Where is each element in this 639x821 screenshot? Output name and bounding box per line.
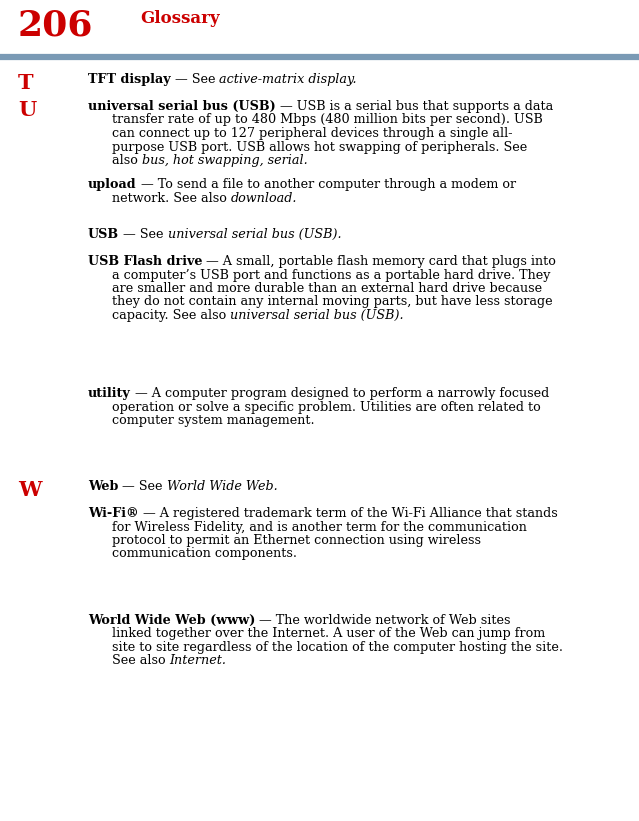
Text: capacity. See also: capacity. See also: [112, 309, 230, 322]
Text: W: W: [18, 480, 42, 500]
Text: Internet.: Internet.: [169, 654, 226, 667]
Text: U: U: [18, 100, 36, 120]
Text: World Wide Web.: World Wide Web.: [167, 480, 277, 493]
Text: Web: Web: [88, 480, 118, 493]
Text: linked together over the Internet. A user of the Web can jump from: linked together over the Internet. A use…: [112, 627, 545, 640]
Text: active-matrix display.: active-matrix display.: [219, 73, 357, 86]
Text: they do not contain any internal moving parts, but have less storage: they do not contain any internal moving …: [112, 296, 553, 309]
Text: Wi-Fi®: Wi-Fi®: [88, 507, 139, 520]
Text: — A registered trademark term of the Wi-Fi Alliance that stands: — A registered trademark term of the Wi-…: [139, 507, 557, 520]
Text: download.: download.: [231, 191, 297, 204]
Text: universal serial bus (USB).: universal serial bus (USB).: [230, 309, 404, 322]
Text: can connect up to 127 peripheral devices through a single all-: can connect up to 127 peripheral devices…: [112, 127, 512, 140]
Text: 206: 206: [18, 8, 93, 42]
Text: — To send a file to another computer through a modem or: — To send a file to another computer thr…: [137, 178, 516, 191]
Text: communication components.: communication components.: [112, 548, 297, 561]
Text: USB Flash drive: USB Flash drive: [88, 255, 203, 268]
Text: are smaller and more durable than an external hard drive because: are smaller and more durable than an ext…: [112, 282, 542, 295]
Text: computer system management.: computer system management.: [112, 414, 314, 427]
Text: network. See also: network. See also: [112, 191, 231, 204]
Text: for Wireless Fidelity, and is another term for the communication: for Wireless Fidelity, and is another te…: [112, 521, 527, 534]
Text: transfer rate of up to 480 Mbps (480 million bits per second). USB: transfer rate of up to 480 Mbps (480 mil…: [112, 113, 543, 126]
Text: — See: — See: [171, 73, 219, 86]
Text: — See: — See: [119, 228, 167, 241]
Text: — See: — See: [118, 480, 167, 493]
Text: protocol to permit an Ethernet connection using wireless: protocol to permit an Ethernet connectio…: [112, 534, 481, 547]
Text: site to site regardless of the location of the computer hosting the site.: site to site regardless of the location …: [112, 641, 563, 654]
Text: — The worldwide network of Web sites: — The worldwide network of Web sites: [256, 614, 511, 627]
Text: also: also: [112, 154, 142, 167]
Text: purpose USB port. USB allows hot swapping of peripherals. See: purpose USB port. USB allows hot swappin…: [112, 140, 527, 154]
Text: bus, hot swapping, serial.: bus, hot swapping, serial.: [142, 154, 307, 167]
Text: a computer’s USB port and functions as a portable hard drive. They: a computer’s USB port and functions as a…: [112, 268, 551, 282]
Text: universal serial bus (USB).: universal serial bus (USB).: [167, 228, 341, 241]
Text: — A small, portable flash memory card that plugs into: — A small, portable flash memory card th…: [203, 255, 557, 268]
Text: utility: utility: [88, 387, 131, 400]
Text: operation or solve a specific problem. Utilities are often related to: operation or solve a specific problem. U…: [112, 401, 541, 414]
Text: upload: upload: [88, 178, 137, 191]
Text: T: T: [18, 73, 34, 93]
Text: — USB is a serial bus that supports a data: — USB is a serial bus that supports a da…: [276, 100, 553, 113]
Text: universal serial bus (USB): universal serial bus (USB): [88, 100, 276, 113]
Text: TFT display: TFT display: [88, 73, 171, 86]
Text: — A computer program designed to perform a narrowly focused: — A computer program designed to perform…: [131, 387, 549, 400]
Text: Glossary: Glossary: [140, 10, 220, 27]
Text: World Wide Web (www): World Wide Web (www): [88, 614, 256, 627]
Text: USB: USB: [88, 228, 119, 241]
Text: See also: See also: [112, 654, 169, 667]
